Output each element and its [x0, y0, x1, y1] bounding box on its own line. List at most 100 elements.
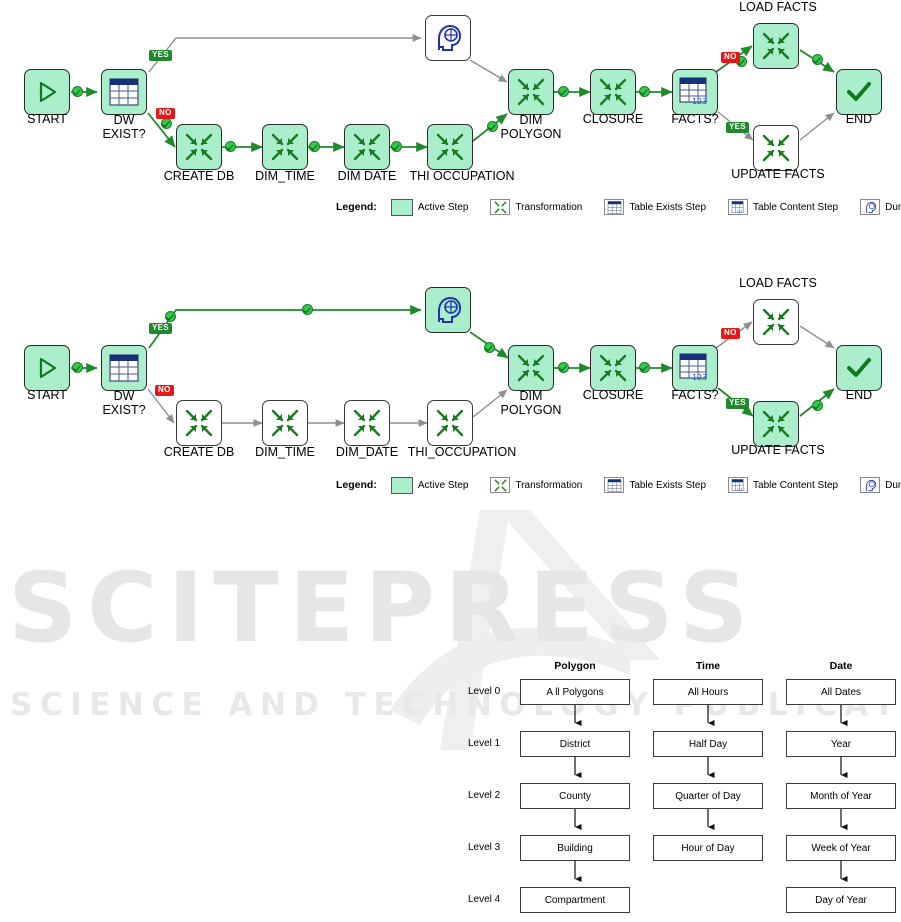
- legend-label: Transformation: [515, 201, 583, 213]
- play-icon: [39, 357, 57, 379]
- transformation-icon: [599, 78, 627, 106]
- node-label-closure: CLOSURE: [582, 112, 644, 126]
- dummy-step-icon: [860, 477, 881, 493]
- node-dim-date[interactable]: [344, 400, 390, 446]
- node-dummy-step[interactable]: [425, 287, 471, 333]
- wire-hop: [639, 362, 650, 373]
- hierarchy-column-header-polygon: Polygon: [554, 660, 596, 672]
- node-closure[interactable]: [590, 345, 636, 391]
- node-end[interactable]: [836, 345, 882, 391]
- wire-hop: [812, 400, 823, 411]
- dummy-step-icon: [860, 199, 881, 215]
- node-label-dim-time: DIM_TIME: [255, 445, 315, 459]
- flow-diagram-1: 123: [0, 0, 901, 230]
- branch-badge-dw-yes: YES: [149, 323, 172, 334]
- hierarchy-cell-polygon-2: County: [520, 783, 630, 809]
- hierarchy-cell-polygon-0: A ll Polygons: [520, 679, 630, 705]
- transformation-icon: [762, 308, 790, 336]
- node-dim-time[interactable]: [262, 124, 308, 170]
- legend-item-transformation: Transformation: [490, 199, 582, 215]
- svg-text:123: 123: [692, 97, 707, 106]
- hierarchy-cell-polygon-1: District: [520, 731, 630, 757]
- legend-label: Dummy Step: [885, 201, 901, 213]
- node-label-dim-date: DIM DATE: [337, 169, 397, 183]
- legend-2: Legend: Active Step Transformation Table…: [336, 476, 901, 494]
- legend-item-table-content: 123 Table Content Step: [728, 477, 838, 493]
- legend-item-active-step: Active Step: [390, 198, 469, 216]
- transformation-icon: [353, 133, 381, 161]
- svg-text:123: 123: [736, 210, 742, 214]
- transformation-icon: [490, 199, 511, 215]
- table-content-step-icon: 123: [679, 353, 707, 382]
- legend-label: Table Content Step: [753, 479, 839, 491]
- legend-label: Table Exists Step: [629, 479, 707, 491]
- svg-text:123: 123: [736, 488, 742, 492]
- transformation-icon: [185, 409, 213, 437]
- node-label-load-facts: LOAD FACTS: [739, 0, 817, 14]
- transformation-icon: [436, 133, 464, 161]
- node-label-create-db: CREATE DB: [163, 445, 235, 459]
- node-facts[interactable]: 123: [672, 69, 718, 115]
- table-content-step-icon: 123: [728, 477, 749, 493]
- wire-hop: [72, 362, 83, 373]
- node-end[interactable]: [836, 69, 882, 115]
- node-label-dim-polygon: DIM POLYGON: [500, 113, 562, 141]
- legend-item-table-exists: Table Exists Step: [604, 477, 706, 493]
- table-exists-step-icon: [109, 78, 139, 106]
- legend-title: Legend:: [336, 201, 377, 213]
- branch-badge-dw-no: NO: [156, 108, 175, 119]
- legend-item-dummy-step: Dummy Step: [860, 477, 901, 493]
- node-facts[interactable]: 123: [672, 345, 718, 391]
- node-label-dw-exist: DW EXIST?: [102, 389, 146, 417]
- node-start[interactable]: [24, 345, 70, 391]
- dummy-step-icon: [438, 24, 462, 51]
- legend-item-active-step: Active Step: [390, 476, 468, 494]
- transformation-icon: [762, 134, 790, 162]
- wire-hop: [812, 54, 823, 65]
- svg-text:123: 123: [692, 373, 707, 382]
- node-create-db[interactable]: [176, 400, 222, 446]
- hierarchy-column-header-time: Time: [695, 660, 721, 672]
- active-step-swatch: [390, 476, 413, 494]
- node-dim-polygon[interactable]: [508, 69, 554, 115]
- node-label-dim-time: DIM_TIME: [255, 169, 315, 183]
- transformation-icon: [517, 354, 545, 382]
- node-label-start: START: [27, 388, 67, 402]
- hierarchy-level-label-1: Level 1: [468, 738, 501, 749]
- node-create-db[interactable]: [176, 124, 222, 170]
- node-dim-polygon[interactable]: [508, 345, 554, 391]
- node-start[interactable]: [24, 69, 70, 115]
- legend-item-table-exists: Table Exists Step: [604, 199, 706, 215]
- node-label-end: END: [845, 112, 873, 126]
- wire-hop: [639, 86, 650, 97]
- node-dw-exist[interactable]: [101, 345, 147, 391]
- legend-label: Active Step: [417, 201, 469, 213]
- node-thi-occupation[interactable]: [427, 124, 473, 170]
- node-dummy-step[interactable]: [425, 15, 471, 61]
- node-dw-exist[interactable]: [101, 69, 147, 115]
- hierarchy-cell-time-2: Quarter of Day: [653, 783, 763, 809]
- node-label-facts: FACTS?: [671, 388, 719, 402]
- node-update-facts[interactable]: [753, 401, 799, 447]
- hierarchy-cell-time-3: Hour of Day: [653, 835, 763, 861]
- hierarchy-arrows: [574, 705, 848, 883]
- hierarchy-cell-date-0: All Dates: [786, 679, 896, 705]
- active-step-swatch: [390, 198, 413, 216]
- node-dim-time[interactable]: [262, 400, 308, 446]
- wire-hop: [558, 362, 569, 373]
- node-label-update-facts: UPDATE FACTS: [731, 167, 825, 181]
- node-dim-date[interactable]: [344, 124, 390, 170]
- dummy-step-icon: [438, 296, 462, 323]
- hierarchy-level-label-3: Level 3: [468, 842, 501, 853]
- node-closure[interactable]: [590, 69, 636, 115]
- transformation-icon: [490, 477, 511, 493]
- branch-badge-facts-no: NO: [721, 52, 740, 63]
- wire-hop: [558, 86, 569, 97]
- transformation-icon: [762, 410, 790, 438]
- node-load-facts[interactable]: [753, 23, 799, 69]
- node-thi-occupation[interactable]: [427, 400, 473, 446]
- legend-label: Table Exists Step: [629, 201, 707, 213]
- node-load-facts[interactable]: [753, 299, 799, 345]
- node-update-facts[interactable]: [753, 125, 799, 171]
- node-label-thi-occupation: THI_OCCUPATION: [407, 445, 517, 459]
